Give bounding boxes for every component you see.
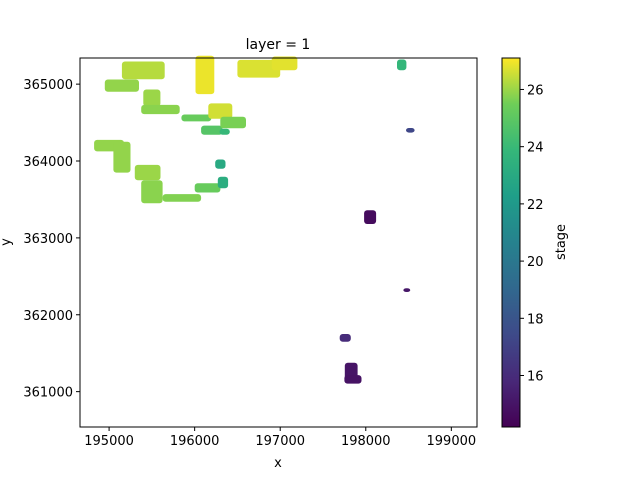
data-clusters	[94, 55, 415, 384]
x-axis: 195000 196000 197000 198000 199000	[84, 427, 476, 449]
colorbar-tick-label: 20	[527, 255, 544, 270]
colorbar-tick-label: 18	[527, 312, 544, 327]
colorbar-tick-label: 26	[527, 83, 544, 98]
x-tick-label: 199000	[427, 434, 477, 449]
data-cluster-3	[143, 89, 161, 107]
colorbar-tick-label: 22	[527, 198, 544, 213]
y-tick-label: 363000	[23, 232, 73, 247]
data-cluster-1	[104, 79, 139, 92]
data-cluster-25	[339, 334, 351, 342]
data-cluster-9	[219, 128, 230, 135]
data-cluster-4	[141, 104, 180, 115]
y-tick-label: 364000	[23, 155, 73, 170]
data-cluster-27	[344, 375, 362, 384]
data-cluster-7	[208, 103, 233, 119]
data-cluster-16	[141, 180, 163, 204]
y-tick-label: 361000	[23, 386, 73, 401]
x-axis-label: x	[274, 456, 282, 471]
data-cluster-20	[215, 159, 226, 169]
x-tick-label: 197000	[255, 434, 305, 449]
data-cluster-14	[113, 141, 131, 173]
x-tick-label: 196000	[170, 434, 220, 449]
data-cluster-12	[271, 56, 298, 71]
data-cluster-8	[201, 125, 223, 135]
colorbar-tick-label: 24	[527, 141, 544, 156]
data-cluster-21	[397, 59, 407, 71]
data-cluster-10	[220, 116, 246, 129]
y-axis-label: y	[0, 238, 14, 246]
colorbar-axis: 16 18 20 22 24 26	[520, 83, 544, 385]
data-cluster-17	[162, 194, 202, 202]
data-cluster-18	[194, 183, 221, 193]
data-cluster-2	[121, 61, 165, 80]
colorbar-tick-label: 16	[527, 370, 544, 385]
data-cluster-11	[237, 59, 281, 78]
y-tick-label: 365000	[23, 78, 73, 93]
data-cluster-19	[217, 176, 229, 189]
y-tick-label: 362000	[23, 309, 73, 324]
plot-frame	[79, 57, 478, 428]
data-cluster-22	[406, 128, 415, 133]
y-axis: 361000 362000 363000 364000 365000	[23, 78, 80, 401]
colorbar-label: stage	[554, 224, 569, 260]
data-cluster-5	[181, 114, 212, 122]
data-cluster-24	[403, 288, 411, 292]
data-cluster-23	[364, 210, 377, 224]
colorbar	[501, 57, 521, 428]
chart-title: layer = 1	[246, 37, 311, 53]
x-tick-label: 195000	[84, 434, 134, 449]
x-tick-label: 198000	[341, 434, 391, 449]
data-cluster-6	[195, 55, 215, 95]
data-cluster-15	[134, 164, 161, 181]
